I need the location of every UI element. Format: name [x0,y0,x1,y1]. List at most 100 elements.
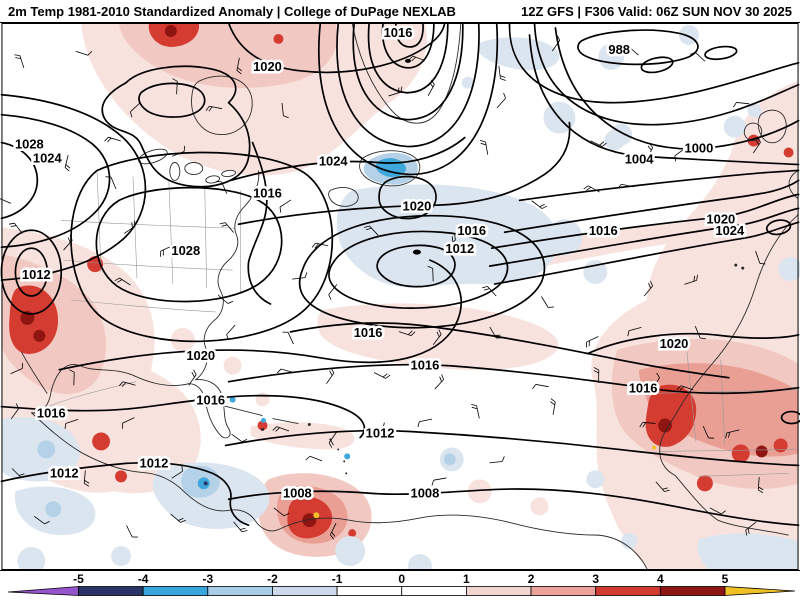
isobar-line [378,175,437,220]
shading-region [52,358,201,494]
isobar-label: 988 [608,42,630,57]
isobar-line [533,23,800,126]
wind-barb [236,57,243,75]
isobar-label: 1016 [253,185,282,200]
wind-barb [702,425,715,439]
isobar-line [493,221,800,285]
closed-isobar [0,229,63,315]
isobar-label: 1008 [283,485,312,500]
border-line [659,449,797,452]
wind-barb [188,369,197,386]
wind-barb [586,336,599,348]
shading-spot [344,453,351,460]
shading-spot [755,445,768,458]
shading-spot [313,512,320,519]
shading-spot [778,257,800,282]
wind-barb [292,272,308,280]
coastline [328,187,359,207]
wind-barb [129,102,141,118]
island-dot [741,266,745,270]
isobar-label: 1016 [354,325,383,340]
shading-region [477,37,560,71]
shading-spot [348,529,357,538]
wind-barb [205,105,223,112]
wind-barb [170,513,186,523]
shading-spot [723,115,746,138]
isobar-line [376,244,456,288]
wind-barb [639,421,656,428]
shading-spot [530,497,549,516]
shading-spot [45,501,62,518]
closed-isobar [640,56,674,74]
isobar-line [70,151,334,343]
wind-barb [417,418,433,428]
island-dot [261,428,264,432]
wind-barb [757,477,764,494]
isobar-line [318,23,499,176]
isobar-label: 1020 [403,198,432,213]
colorbar-right-arrow [724,586,796,596]
isobar-line [227,363,800,395]
wind-barb [480,139,489,155]
wind-barb [363,225,379,236]
wind-barb [10,362,24,375]
wind-barb [160,245,173,257]
isobar-line [394,23,424,48]
shading-spot [203,481,208,486]
coastline [659,213,799,536]
isobar-line [0,141,39,220]
isobar-line [528,34,800,166]
colorbar-tick-label: -3 [202,572,213,586]
wind-barb [427,265,434,282]
wind-barb [282,331,294,345]
wind-barb [64,418,79,429]
wind-barb [583,185,600,193]
isobar-line [503,179,800,234]
wind-barb [432,329,442,345]
coastline [191,75,253,136]
shading-spot [604,130,625,151]
shading-spot [407,554,432,570]
wind-barb [627,327,642,337]
wind-barb [105,176,117,190]
island-dot [345,472,348,475]
isobar-line [138,82,206,118]
island-dot [734,263,738,267]
wind-barb [329,522,337,540]
wind-barb [83,470,90,487]
isobar-line [508,23,800,104]
border-line [720,359,726,446]
wind-barb [531,200,548,209]
shading-spot [92,432,111,451]
wind-barb [64,154,71,172]
isobar-label: 1012 [22,267,51,282]
border-line [168,180,174,285]
colorbar-tick-label: 4 [657,572,664,586]
wind-barb [373,372,391,379]
isobar-line [227,23,446,74]
shading-spot [652,445,657,450]
isobar-label: 1020 [706,211,735,226]
coastline [222,405,263,416]
wind-barb [690,52,706,62]
shading-spot [658,418,673,433]
shading-spot [335,536,366,567]
wind-barb [498,65,506,81]
wind-barb [281,102,289,119]
isobar-label: 1016 [589,223,618,238]
shading-region [250,422,355,450]
isobar-line [586,332,800,355]
isobar-label: 1004 [625,151,655,166]
isobar-label: 1024 [33,150,63,165]
wind-barb [328,431,337,448]
shading-region [336,184,558,288]
colorbar-segment [78,586,144,596]
wind-barb [14,54,25,69]
isobar-line [490,193,800,250]
island-dot [343,460,346,463]
isobar-line [518,169,800,202]
border-line [698,473,789,477]
wind-barb [684,274,698,285]
wind-barb [305,455,323,462]
